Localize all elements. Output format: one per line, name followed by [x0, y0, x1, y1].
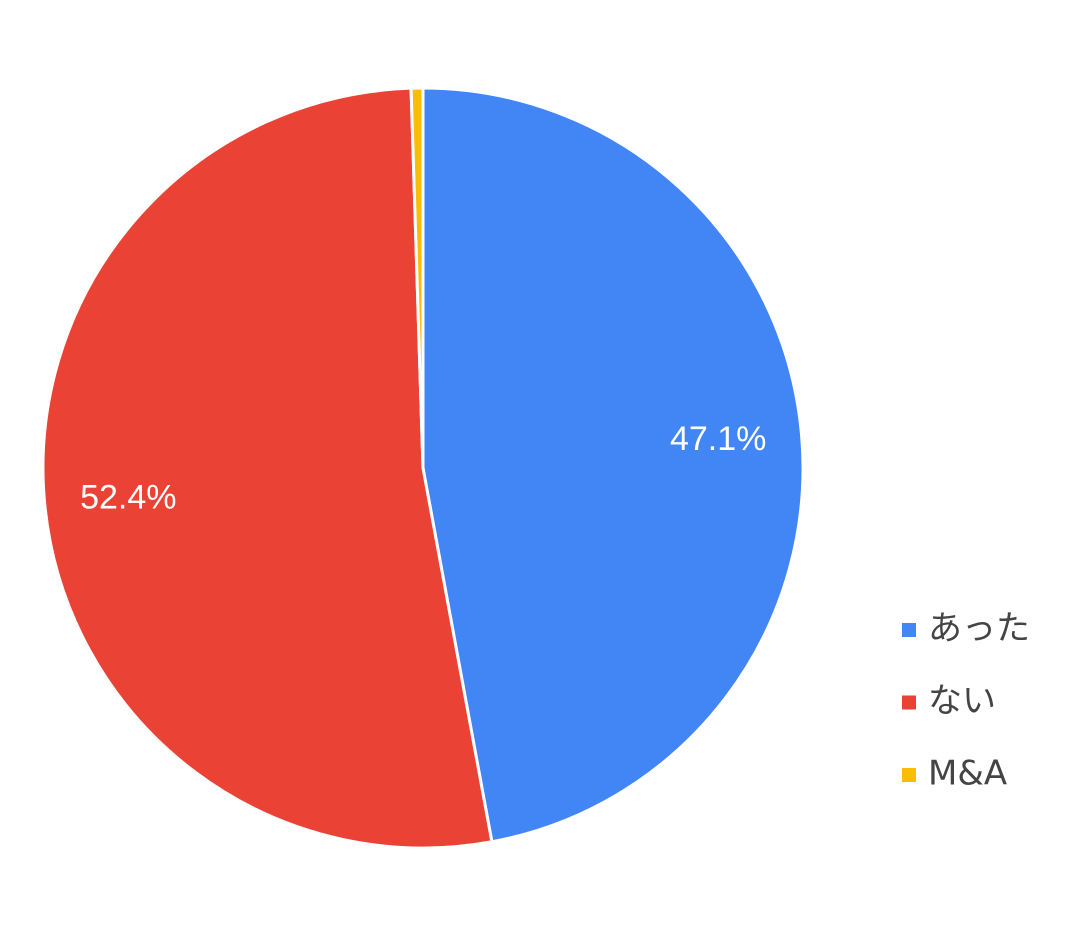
pie-slice [409, 86, 425, 470]
pie-slice [421, 86, 805, 844]
pie-slice [41, 86, 494, 850]
legend-swatch [902, 695, 916, 710]
legend-label: M&A [928, 754, 1007, 794]
data-label: 47.1% [670, 420, 766, 458]
data-label: 52.4% [80, 479, 176, 517]
legend-label: ない [928, 681, 996, 721]
legend-label: あった [928, 609, 1030, 649]
legend-swatch [902, 768, 916, 782]
legend-swatch [902, 623, 916, 637]
